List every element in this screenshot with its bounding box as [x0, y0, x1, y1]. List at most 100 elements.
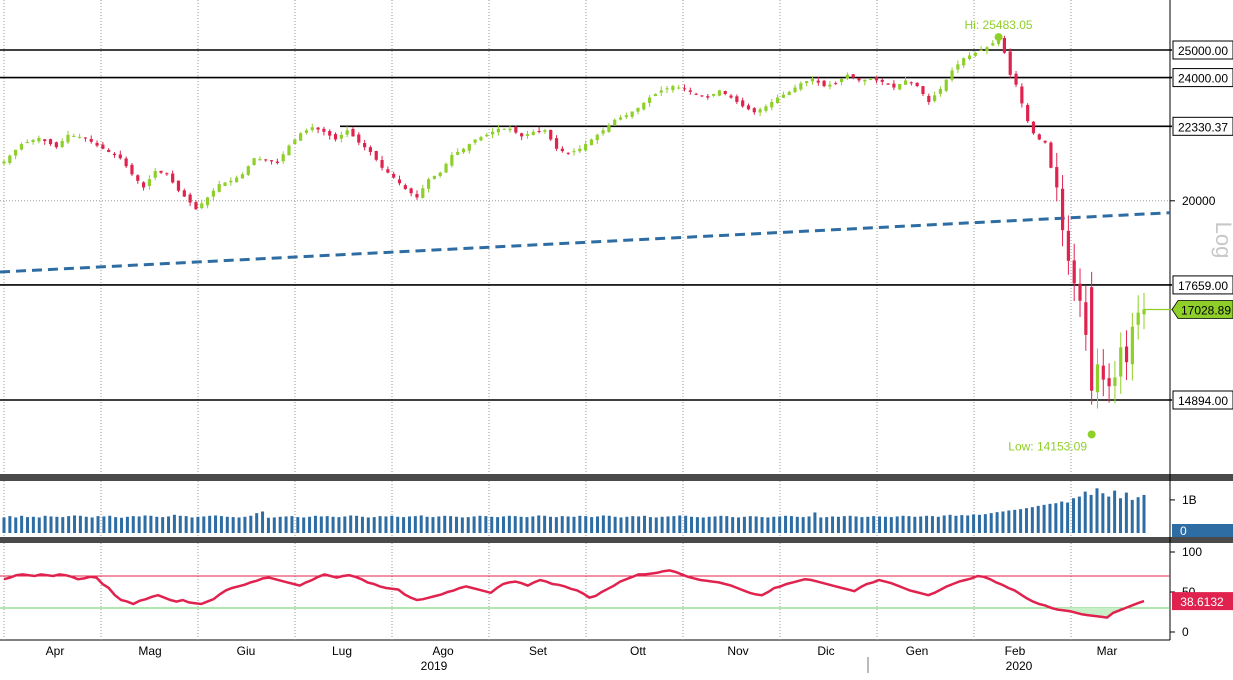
- volume-bar: [1001, 511, 1004, 533]
- candle-body: [206, 197, 209, 205]
- candle-body: [834, 83, 837, 84]
- candle-body: [706, 96, 709, 97]
- volume-bar: [784, 516, 787, 533]
- candle-body: [712, 94, 715, 96]
- level-label: 25000.00: [1178, 44, 1228, 58]
- candle-body: [282, 154, 285, 161]
- volume-bar: [455, 517, 458, 533]
- volume-bar: [490, 517, 493, 533]
- candle-body: [991, 43, 994, 45]
- candle-body: [84, 138, 87, 139]
- panel-divider-1[interactable]: [0, 474, 1233, 481]
- candle-body: [857, 78, 860, 80]
- candle-body: [334, 134, 337, 139]
- candle-body: [183, 190, 186, 196]
- volume-bar: [902, 516, 905, 533]
- candle-body: [939, 89, 942, 94]
- candle-body: [1137, 313, 1140, 325]
- volume-bar: [549, 517, 552, 533]
- candle-body: [14, 150, 17, 156]
- candle-body: [340, 135, 343, 139]
- candle-body: [72, 136, 75, 137]
- volume-bar: [97, 516, 100, 533]
- candle-body: [904, 80, 907, 84]
- candle-body: [578, 149, 581, 152]
- candle-body: [136, 175, 139, 181]
- candle-body: [26, 142, 29, 143]
- candle-body: [293, 139, 296, 144]
- volume-bar: [590, 517, 593, 533]
- candle-body: [601, 130, 604, 133]
- candle-body: [607, 125, 610, 132]
- volume-bar: [637, 516, 640, 533]
- candle-body: [130, 165, 133, 174]
- volume-bar: [379, 516, 382, 533]
- candle-body: [427, 179, 430, 189]
- candle-body: [776, 98, 779, 104]
- candle-body: [828, 85, 831, 87]
- level-label: 14894.00: [1178, 394, 1228, 408]
- volume-bar: [214, 515, 217, 533]
- volume-bar: [678, 515, 681, 533]
- low-label: Low: 14153.09: [1008, 439, 1087, 453]
- volume-bar: [1078, 497, 1081, 533]
- candle-body: [316, 128, 319, 130]
- candle-body: [852, 74, 855, 77]
- volume-bar: [525, 517, 528, 533]
- candle-body: [613, 120, 616, 125]
- candle-body: [491, 132, 494, 135]
- volume-bar: [749, 516, 752, 533]
- candle-body: [1119, 347, 1122, 376]
- candle-body: [764, 106, 767, 111]
- volume-bar: [332, 517, 335, 533]
- candle-body: [392, 174, 395, 178]
- candle-body: [311, 127, 314, 130]
- panel-divider-2[interactable]: [0, 537, 1233, 543]
- volume-panel: 1B0: [3, 488, 1233, 538]
- candle-body: [619, 117, 622, 119]
- volume-bar: [531, 516, 534, 533]
- candle-body: [596, 135, 599, 140]
- candle-body: [718, 90, 721, 95]
- candle-body: [479, 137, 482, 140]
- candle-body: [753, 108, 756, 112]
- candle-body: [910, 82, 913, 83]
- candle-body: [194, 202, 197, 209]
- volume-bar: [102, 516, 105, 533]
- volume-bar: [649, 517, 652, 533]
- volume-bar: [1107, 497, 1110, 533]
- candle-body: [37, 138, 40, 141]
- candle-body: [485, 135, 488, 136]
- volume-bar: [714, 516, 717, 533]
- volume-bar: [85, 517, 88, 533]
- volume-bar: [860, 517, 863, 533]
- volume-bar: [426, 517, 429, 533]
- volume-bar: [279, 517, 282, 533]
- volume-bar: [420, 515, 423, 533]
- candle-body: [1020, 87, 1023, 104]
- candle-body: [55, 142, 58, 147]
- candle-body: [20, 144, 23, 149]
- volume-bar: [320, 516, 323, 533]
- candle-body: [980, 50, 983, 51]
- volume-bar: [55, 517, 58, 533]
- volume-bar: [943, 515, 946, 533]
- candle-body: [695, 94, 698, 95]
- candle-body: [1090, 287, 1093, 391]
- x-month-label: Apr: [46, 644, 65, 658]
- volume-bar: [349, 515, 352, 533]
- volume-bar: [50, 516, 53, 533]
- volume-bar: [1043, 505, 1046, 533]
- volume-bar: [249, 516, 252, 533]
- last-price-label: 17028.89: [1181, 303, 1231, 317]
- volume-bar: [1131, 500, 1134, 533]
- volume-bar: [737, 517, 740, 533]
- volume-bar: [1072, 498, 1075, 533]
- candle-body: [543, 130, 546, 131]
- volume-bar: [343, 516, 346, 533]
- volume-bar: [67, 516, 70, 533]
- volume-bar: [702, 517, 705, 533]
- volume-bar: [20, 516, 23, 533]
- candle-body: [200, 203, 203, 208]
